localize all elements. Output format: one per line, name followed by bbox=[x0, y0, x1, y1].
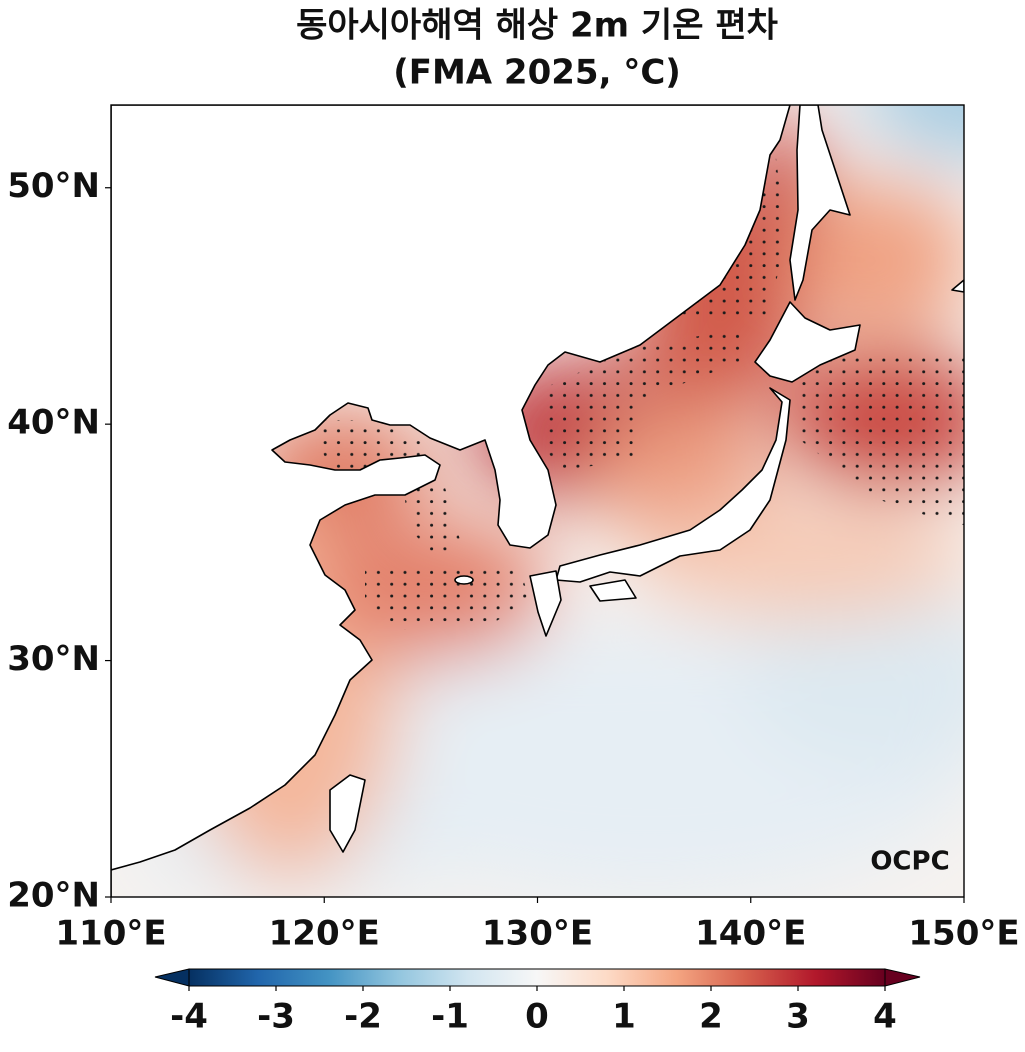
colorbar-tick-label: 1 bbox=[612, 997, 636, 1037]
stipple-region bbox=[800, 350, 964, 525]
x-tick-label: 120°E bbox=[269, 914, 380, 954]
colorbar-tick-label: 0 bbox=[525, 997, 549, 1037]
stipple-region bbox=[365, 565, 530, 630]
colorbar-tick-label: -3 bbox=[257, 997, 295, 1037]
title: 동아시아해역 해상 2m 기온 편차 bbox=[296, 6, 778, 46]
field-blob bbox=[790, 180, 964, 340]
hokkaido bbox=[754, 301, 861, 383]
colorbar-tick-label: -4 bbox=[170, 997, 208, 1037]
x-tick-label: 150°E bbox=[908, 914, 1019, 954]
shikoku bbox=[589, 579, 637, 602]
field-blob bbox=[740, 590, 964, 770]
colorbar-tick-label: -1 bbox=[431, 997, 469, 1037]
colorbar-extend-high bbox=[884, 968, 921, 987]
y-tick-label: 50°N bbox=[7, 166, 100, 206]
mainland bbox=[111, 105, 791, 897]
colorbar-bar bbox=[188, 968, 886, 987]
field-blob bbox=[630, 500, 964, 620]
field-blob bbox=[863, 105, 964, 159]
x-tick-label: 130°E bbox=[482, 914, 593, 954]
colorbar-tick-label: 2 bbox=[699, 997, 723, 1037]
colorbar-tick-label: 4 bbox=[873, 997, 897, 1037]
kamchatka-edge bbox=[951, 279, 964, 293]
y-tick-label: 30°N bbox=[7, 639, 100, 679]
subtitle: (FMA 2025, °C) bbox=[393, 53, 681, 93]
colorbar-extend-low bbox=[154, 968, 190, 987]
jeju bbox=[454, 575, 474, 585]
colorbar bbox=[154, 968, 921, 987]
x-tick-label: 110°E bbox=[55, 914, 166, 954]
taiwan bbox=[329, 774, 366, 853]
logo: OCPC bbox=[870, 847, 949, 877]
kyushu bbox=[529, 570, 562, 637]
stipple-region bbox=[660, 150, 785, 320]
sakhalin bbox=[789, 105, 851, 301]
colorbar-tick-label: 3 bbox=[786, 997, 810, 1037]
y-tick-label: 20°N bbox=[7, 876, 100, 916]
y-tick-label: 40°N bbox=[7, 403, 100, 443]
map-field: OCPC bbox=[111, 105, 964, 897]
colorbar-tick-label: -2 bbox=[344, 997, 382, 1037]
coastlines bbox=[111, 105, 964, 897]
stipple-region bbox=[400, 470, 460, 560]
stipple-region bbox=[540, 330, 745, 470]
x-tick-label: 140°E bbox=[695, 914, 806, 954]
